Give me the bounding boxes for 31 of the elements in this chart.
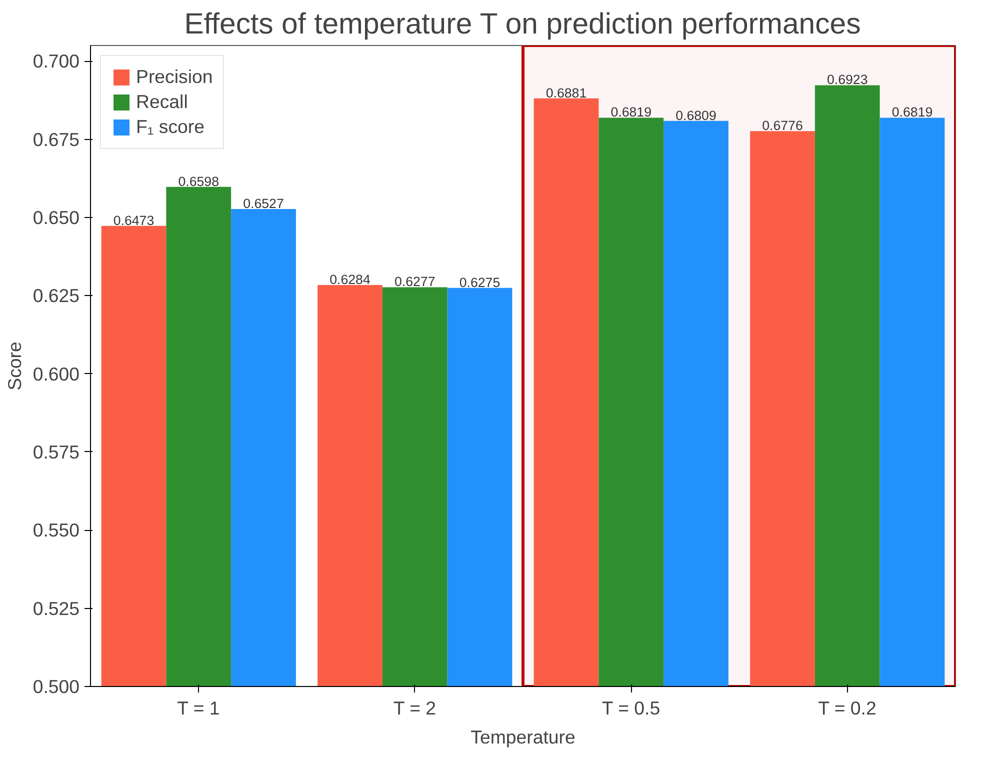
data-label: 0.6473	[113, 212, 154, 228]
x-axis-title: Temperature	[470, 726, 576, 748]
y-axis-title: Score	[4, 342, 25, 390]
x-tick-label: T = 0.2	[818, 698, 876, 718]
data-label: 0.6819	[892, 104, 933, 120]
data-label: 0.6598	[178, 174, 220, 189]
legend-label: F₁ score	[136, 116, 204, 138]
data-label: 0.6923	[826, 72, 868, 88]
x-tick-label: T = 2	[393, 698, 436, 718]
y-tick-label: 0.700	[32, 50, 80, 72]
data-label: 0.6284	[330, 272, 371, 288]
data-label: 0.6277	[394, 274, 436, 290]
y-tick-label: 0.600	[32, 363, 80, 384]
data-label: 0.6275	[459, 274, 500, 290]
data-label: 0.6809	[676, 108, 716, 123]
data-label: 0.6776	[762, 118, 803, 134]
data-label: 0.6527	[243, 196, 284, 212]
legend-label: Precision	[136, 66, 213, 88]
y-tick-label: 0.650	[32, 206, 80, 228]
y-tick-label: 0.625	[32, 285, 80, 306]
y-tick-label: 0.575	[32, 441, 80, 462]
x-tick-label: T = 1	[177, 698, 220, 718]
y-tick-label: 0.550	[32, 520, 80, 541]
y-tick-label: 0.525	[32, 598, 80, 619]
legend-label: Recall	[136, 91, 188, 113]
y-tick-label: 0.500	[32, 676, 80, 697]
chart-title: Effects of temperature T on prediction performances	[184, 8, 861, 40]
y-tick-label: 0.675	[32, 128, 80, 150]
x-tick-label: T = 0.5	[602, 698, 660, 718]
data-label: 0.6819	[610, 104, 652, 120]
data-label: 0.6881	[546, 85, 587, 100]
